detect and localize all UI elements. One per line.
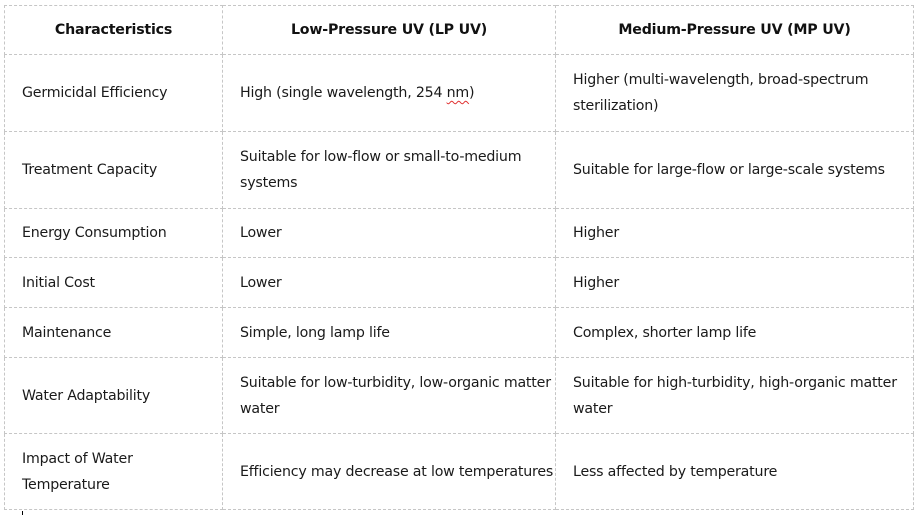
table-row: Initial Cost Lower Higher	[4, 257, 914, 308]
cell-mp-uv[interactable]: Less affected by temperature	[555, 433, 914, 510]
cell-text: )	[469, 85, 475, 101]
cell-characteristic[interactable]: Germicidal Efficiency	[4, 54, 223, 132]
cell-text: High (single wavelength, 254	[240, 85, 447, 101]
cell-mp-uv[interactable]: Higher	[555, 208, 914, 258]
cell-characteristic[interactable]: Initial Cost	[4, 257, 223, 308]
table-header-row: Characteristics Low-Pressure UV (LP UV) …	[4, 5, 914, 55]
cell-lp-uv[interactable]: Efficiency may decrease at low temperatu…	[222, 433, 556, 510]
table-row: Impact of Water Temperature Efficiency m…	[4, 433, 914, 510]
table-row: Germicidal Efficiency High (single wavel…	[4, 54, 914, 132]
cell-lp-uv[interactable]: Simple, long lamp life	[222, 307, 556, 358]
spellcheck-flagged-word[interactable]: nm	[446, 85, 470, 101]
cell-characteristic[interactable]: Impact of Water Temperature	[4, 433, 223, 510]
cell-lp-uv[interactable]: Suitable for low-flow or small-to-medium…	[222, 131, 556, 209]
table-row: Maintenance Simple, long lamp life Compl…	[4, 307, 914, 358]
text-cursor	[22, 511, 23, 515]
table-row: Treatment Capacity Suitable for low-flow…	[4, 131, 914, 209]
table-row: Energy Consumption Lower Higher	[4, 208, 914, 258]
cell-characteristic[interactable]: Water Adaptability	[4, 357, 223, 434]
cell-mp-uv[interactable]: Suitable for large-flow or large-scale s…	[555, 131, 914, 209]
cell-lp-uv[interactable]: Lower	[222, 257, 556, 308]
cell-mp-uv[interactable]: Complex, shorter lamp life	[555, 307, 914, 358]
cell-characteristic[interactable]: Maintenance	[4, 307, 223, 358]
header-mp-uv[interactable]: Medium-Pressure UV (MP UV)	[555, 5, 914, 55]
cell-mp-uv[interactable]: Higher (multi-wavelength, broad-spectrum…	[555, 54, 914, 132]
cell-lp-uv[interactable]: High (single wavelength, 254 nm)	[222, 54, 556, 132]
cell-characteristic[interactable]: Energy Consumption	[4, 208, 223, 258]
cell-mp-uv[interactable]: Higher	[555, 257, 914, 308]
header-characteristics[interactable]: Characteristics	[4, 5, 223, 55]
table-row: Water Adaptability Suitable for low-turb…	[4, 357, 914, 434]
header-lp-uv[interactable]: Low-Pressure UV (LP UV)	[222, 5, 556, 55]
cell-characteristic[interactable]: Treatment Capacity	[4, 131, 223, 209]
cell-lp-uv[interactable]: Lower	[222, 208, 556, 258]
cell-mp-uv[interactable]: Suitable for high-turbidity, high-organi…	[555, 357, 914, 434]
uv-comparison-table: Characteristics Low-Pressure UV (LP UV) …	[4, 5, 914, 510]
cell-lp-uv[interactable]: Suitable for low-turbidity, low-organic …	[222, 357, 556, 434]
